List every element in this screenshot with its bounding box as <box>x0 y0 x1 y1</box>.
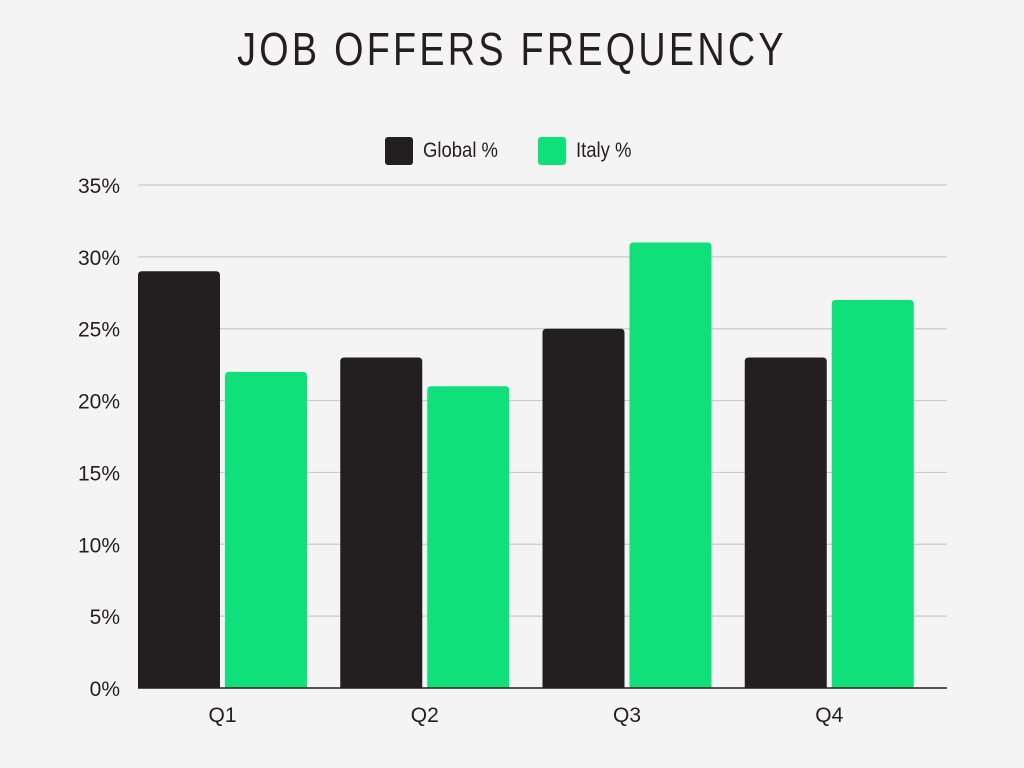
chart-title: JOB OFFERS FREQUENCY <box>237 23 787 75</box>
bar-global-q3 <box>542 328 625 688</box>
y-tick-label: 35% <box>78 175 120 198</box>
y-tick-label: 25% <box>78 319 120 342</box>
bar-italy-q3 <box>629 242 712 688</box>
legend-item-global: Global % <box>384 137 508 165</box>
bar-italy-q1 <box>225 371 307 688</box>
x-tick-label: Q4 <box>815 704 843 727</box>
bar-italy-q4 <box>831 299 914 688</box>
legend-item-italy: Italy % <box>538 137 639 165</box>
y-tick-label: 30% <box>78 247 120 270</box>
y-tick-label: 5% <box>90 606 120 629</box>
x-tick-label: Q1 <box>208 704 236 727</box>
bar-italy-q2 <box>427 386 510 688</box>
legend-swatch-global <box>384 137 413 165</box>
x-tick-label: Q3 <box>613 704 641 727</box>
legend-swatch-italy <box>538 137 567 165</box>
legend-label-italy: Italy % <box>576 139 632 162</box>
y-tick-label: 10% <box>78 534 120 557</box>
bar-global-q4 <box>744 357 827 688</box>
x-tick-label: Q2 <box>411 704 439 727</box>
y-tick-label: 0% <box>90 678 120 701</box>
y-tick-label: 20% <box>78 391 120 414</box>
bar-global-q2 <box>340 357 423 688</box>
bar-global-q1 <box>138 271 220 688</box>
y-tick-label: 15% <box>78 462 120 485</box>
legend-label-global: Global % <box>422 139 498 162</box>
chart-legend: Global % Italy % <box>0 137 1024 165</box>
